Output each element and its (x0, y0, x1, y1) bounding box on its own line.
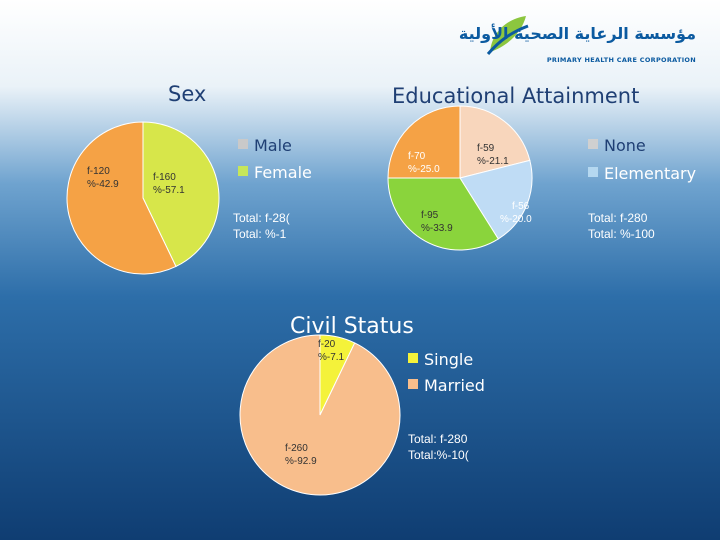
education-chart-title: Educational Attainment (392, 84, 640, 108)
civil-slice-1 (239, 334, 401, 496)
civil-legend-single-swatch (408, 353, 418, 363)
education-label-56-percent: %-20.0 (500, 214, 532, 225)
education-total-percent: Total: %-100 (588, 227, 655, 241)
civil-label-single: f-20 %-7.1 (318, 338, 344, 364)
education-label-95-count: f-95 (421, 210, 439, 221)
education-pie-chart (387, 105, 533, 251)
sex-legend-male: Male (238, 136, 292, 155)
sex-label-female: f-160 %-57.1 (153, 171, 185, 197)
education-slice-3 (387, 105, 461, 179)
education-label-59: f-59 %-21.1 (477, 142, 509, 168)
civil-label-married-percent: %-92.9 (285, 456, 317, 467)
sex-slice-0 (142, 121, 220, 268)
education-legend-none-swatch (588, 139, 598, 149)
civil-status-chart-title: Civil Status (290, 314, 414, 339)
education-label-56: f-56 %-20.0 (500, 200, 532, 226)
civil-total-percent: Total:%-10( (408, 448, 469, 462)
education-slice-2 (387, 177, 499, 251)
education-label-70: f-70 %-25.0 (408, 150, 440, 176)
sex-pie-chart (66, 121, 220, 275)
education-label-95-percent: %-33.9 (421, 223, 453, 234)
logo-arabic-text: مؤسسة الرعاية الصحية الأولية (458, 24, 696, 43)
civil-label-married-count: f-260 (285, 443, 308, 454)
civil-legend-married-swatch (408, 379, 418, 389)
civil-total: Total: f-280 Total:%-10( (408, 431, 480, 463)
sex-legend-male-swatch (238, 139, 248, 149)
sex-total-percent: Total: %-1 (233, 227, 287, 241)
education-legend-none: None (588, 136, 646, 155)
civil-legend-married: Married (408, 376, 485, 395)
education-label-70-count: f-70 (408, 151, 426, 162)
sex-chart-title: Sex (168, 82, 207, 106)
logo-english-text: PRIMARY HEALTH CARE CORPORATION (546, 56, 696, 64)
civil-legend-single-label: Single (424, 350, 474, 369)
sex-legend-female-label: Female (254, 163, 312, 182)
education-label-95: f-95 %-33.9 (421, 209, 453, 235)
education-legend-elementary: Elementary (588, 164, 696, 183)
sex-label-male-count: f-120 (87, 166, 110, 177)
sex-legend-female: Female (238, 163, 312, 182)
sex-total: Total: f-28( Total: %-1 (233, 210, 303, 242)
civil-status-pie-chart (239, 334, 401, 496)
sex-label-male: f-120 %-42.9 (87, 165, 119, 191)
civil-legend-married-label: Married (424, 376, 485, 395)
education-total: Total: f-280 Total: %-100 (588, 210, 688, 242)
education-label-56-count: f-56 (512, 201, 530, 212)
sex-legend-female-swatch (238, 166, 248, 176)
education-slice-1 (459, 159, 533, 240)
education-label-70-percent: %-25.0 (408, 164, 440, 175)
sex-legend-male-label: Male (254, 136, 292, 155)
sex-slice-1 (66, 121, 177, 275)
civil-label-married: f-260 %-92.9 (285, 442, 317, 468)
education-legend-elementary-label: Elementary (604, 164, 697, 183)
sex-label-male-percent: %-42.9 (87, 179, 119, 190)
education-label-59-percent: %-21.1 (477, 156, 509, 167)
civil-total-count: Total: f-280 (408, 432, 468, 446)
logo: مؤسسة الرعاية الصحية الأولية PRIMARY HEA… (459, 6, 702, 76)
civil-label-single-percent: %-7.1 (318, 352, 345, 363)
logo-leaf-icon (486, 16, 529, 55)
sex-label-female-percent: %-57.1 (153, 185, 185, 196)
education-legend-elementary-swatch (588, 167, 598, 177)
education-slice-0 (459, 105, 531, 179)
sex-total-count: Total: f-28( (233, 211, 290, 225)
sex-label-female-count: f-160 (153, 172, 176, 183)
education-legend-none-label: None (604, 136, 646, 155)
civil-label-single-count: f-20 (318, 339, 336, 350)
civil-legend-single: Single (408, 350, 473, 369)
education-label-59-count: f-59 (477, 143, 495, 154)
education-total-count: Total: f-280 (588, 211, 648, 225)
